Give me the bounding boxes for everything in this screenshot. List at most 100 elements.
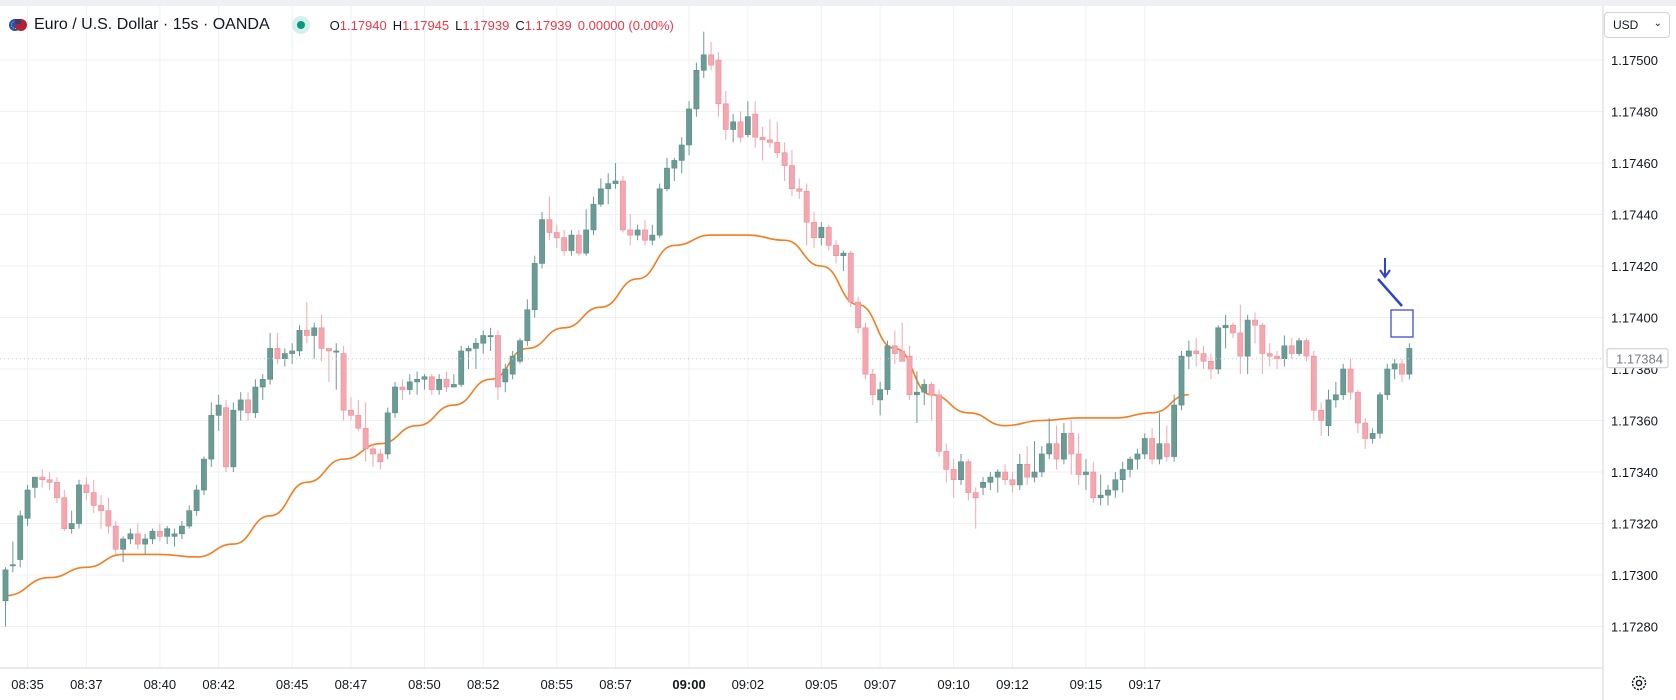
candle-body [722,103,729,130]
annotation-drawing[interactable] [1377,258,1414,338]
candle-body [708,54,714,66]
candle-body [1391,363,1398,370]
candle-body [480,335,487,344]
candle [1097,474,1104,506]
time-tick-label: 08:45 [276,677,309,692]
candle [120,536,126,563]
candle [1391,358,1398,380]
candle [1193,338,1200,367]
candle-body [1038,453,1045,473]
candle [950,459,957,498]
candle-body [1090,471,1097,499]
candle-body [1016,463,1023,486]
candle-body [245,399,251,414]
candle [274,332,281,364]
candle-body [112,525,119,550]
time-axis[interactable]: 08:35 08:37 08:40 08:42 08:45 08:47 08:50 08:52… [11,677,1161,692]
candle [1384,363,1391,400]
candle [355,399,362,431]
price-chart[interactable]: 1.17500 1.17480 1.17460 1.17440 1.17420 1.174… [0,6,1676,700]
candle [818,222,825,246]
candle-body [811,221,817,238]
candle [1061,423,1067,465]
candle [480,330,487,354]
candle [722,90,729,140]
candle-body [76,484,82,524]
candle-body [1222,324,1229,329]
candle [1068,420,1075,475]
moving-average-line [5,234,1189,597]
time-tick-label: 09:00 [672,677,705,692]
candle [524,299,531,346]
ohlc-low: L1.17939 [455,17,510,33]
candle-body [355,415,362,429]
candle [664,157,670,192]
candle-body [1134,453,1141,460]
candle [987,472,994,491]
candle [1237,304,1244,375]
candle-body [678,144,685,161]
candle-body [31,476,38,488]
candle-body [1046,443,1053,455]
candle [164,526,171,545]
candle [83,477,90,501]
price-tick-label: 1.17480 [1611,105,1658,120]
candle-body [392,386,398,414]
candle-body [399,386,406,390]
candle-body [450,384,457,388]
candle [1325,389,1332,436]
candle [39,469,46,488]
ohlc-high: H1.17945 [392,17,450,33]
candle-body [671,160,678,169]
currency-selector[interactable]: USD ⌄ [1604,12,1670,38]
market-status-icon[interactable] [291,16,310,34]
candle [1318,402,1325,436]
annotation-box [1390,309,1414,338]
candle-body [201,458,207,491]
candle-body [252,386,259,414]
candle-body [987,476,994,483]
candle [855,296,861,333]
candle [17,510,24,568]
candle-body [414,378,420,383]
price-tick-label: 1.17440 [1611,208,1658,223]
candle-body [164,528,171,537]
settings-gear-icon[interactable] [1628,672,1650,694]
candle-body [862,327,869,375]
candle-body [642,229,648,241]
candle-body [774,142,781,153]
candle-body [1259,324,1266,354]
candle-body [796,188,803,192]
candle-body [1156,443,1163,460]
candle [127,528,134,545]
candle [465,345,472,369]
candle [289,343,296,364]
candle [517,338,523,364]
candle-body [1332,394,1339,401]
symbol-title[interactable]: Euro / U.S. Dollar · 15s · OANDA [34,16,270,33]
candle [1185,340,1192,369]
candle-body [142,538,149,545]
time-tick-label: 09:10 [937,677,970,692]
price-axis[interactable]: 1.17500 1.17480 1.17460 1.17440 1.17420 1.174… [1611,53,1658,635]
candle [1399,358,1405,382]
candle [1310,350,1317,421]
time-tick-label: 08:37 [70,677,103,692]
candle-body [1208,360,1214,370]
candle-body [325,348,332,352]
candle-body [1193,350,1200,354]
candle [61,490,68,532]
time-tick-label: 08:52 [467,677,500,692]
annotation-arrow-head [1379,269,1391,279]
candle-body [370,448,376,455]
candle [31,476,38,498]
candle [1200,345,1207,369]
candle-body [994,471,1001,478]
last-price-badge [1606,348,1669,369]
candle-body [869,373,876,396]
candle [1141,433,1148,460]
candle-body [1141,438,1148,455]
candle-body [649,234,656,241]
candle [899,322,906,362]
candle-body [377,453,384,463]
